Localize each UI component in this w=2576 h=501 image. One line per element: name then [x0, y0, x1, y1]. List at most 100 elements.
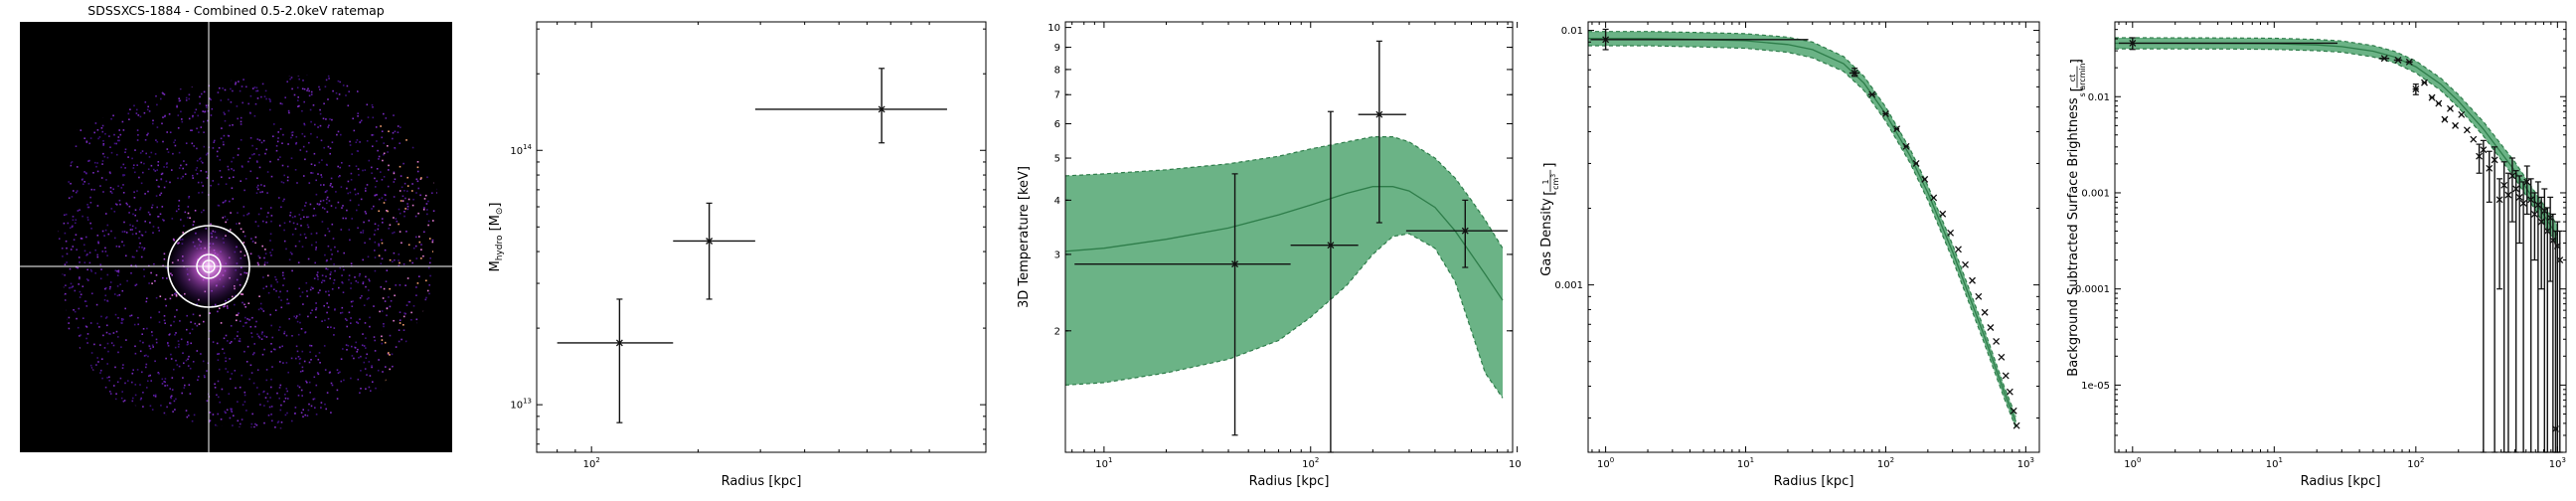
photon-pixel	[263, 185, 265, 187]
photon-pixel	[404, 312, 406, 315]
photon-pixel	[416, 166, 419, 169]
photon-pixel	[353, 357, 355, 360]
x-axis-label: Radius [kpc]	[2301, 474, 2381, 489]
photon-pixel	[341, 162, 343, 164]
photon-pixel	[321, 279, 324, 281]
photon-pixel	[151, 334, 154, 337]
photon-pixel	[183, 225, 185, 227]
photon-pixel	[377, 149, 379, 152]
photon-pixel	[131, 255, 134, 258]
photon-pixel	[397, 125, 400, 127]
photon-pixel	[267, 415, 270, 417]
photon-pixel	[127, 112, 130, 115]
y-axis-label-unit-subscript: ⊙	[495, 208, 505, 216]
photon-pixel	[246, 214, 248, 216]
photon-pixel	[204, 110, 207, 113]
photon-pixel	[315, 193, 318, 196]
photon-pixel	[111, 192, 113, 194]
photon-pixel	[288, 258, 291, 261]
photon-pixel	[243, 401, 246, 403]
photon-pixel	[352, 117, 354, 120]
photon-pixel	[91, 292, 93, 295]
photon-pixel	[303, 87, 306, 90]
x-tick-exponent: 1	[1108, 456, 1112, 464]
photon-pixel	[196, 167, 198, 169]
photon-pixel	[263, 263, 266, 266]
photon-pixel	[288, 221, 291, 223]
photon-pixel	[335, 191, 337, 193]
photon-pixel	[342, 217, 345, 220]
photon-pixel	[254, 242, 256, 245]
photon-pixel	[235, 387, 237, 390]
photon-pixel	[157, 372, 160, 374]
photon-pixel	[381, 197, 384, 199]
photon-pixel	[314, 214, 317, 217]
photon-pixel	[422, 209, 425, 211]
photon-pixel	[238, 147, 240, 150]
photon-pixel	[238, 81, 240, 83]
photon-pixel	[77, 326, 80, 329]
y-axis-label: 3D Temperature [keV]	[1017, 166, 1032, 308]
photon-pixel	[427, 200, 429, 203]
photon-pixel	[270, 220, 272, 223]
photon-pixel	[237, 335, 239, 337]
photon-pixel	[393, 231, 396, 234]
photon-pixel	[298, 386, 301, 389]
photon-pixel	[164, 381, 166, 384]
photon-pixel	[346, 325, 348, 328]
photon-pixel	[114, 366, 116, 369]
photon-pixel	[327, 145, 330, 148]
photon-pixel	[274, 275, 276, 278]
photon-pixel	[123, 231, 126, 233]
photon-pixel	[329, 277, 331, 279]
photon-pixel	[230, 325, 233, 327]
photon-pixel	[355, 165, 358, 167]
photon-pixel	[337, 130, 340, 133]
photon-pixel	[357, 192, 360, 195]
point-marker	[2129, 39, 2137, 47]
photon-pixel	[279, 290, 281, 293]
photon-pixel	[207, 110, 210, 112]
photon-pixel	[179, 320, 181, 322]
photon-pixel	[93, 343, 95, 346]
photon-pixel	[378, 198, 381, 201]
photon-pixel	[137, 316, 139, 319]
photon-pixel	[422, 254, 424, 257]
photon-pixel	[109, 172, 111, 175]
photon-pixel	[358, 204, 360, 207]
photon-pixel	[270, 350, 272, 353]
photon-pixel	[378, 155, 381, 158]
photon-pixel	[197, 181, 200, 184]
photon-pixel	[281, 164, 284, 167]
point-marker	[2480, 146, 2488, 154]
photon-pixel	[297, 395, 300, 397]
photon-pixel	[113, 142, 116, 145]
photon-pixel	[248, 157, 251, 159]
photon-pixel	[122, 364, 124, 366]
photon-pixel	[170, 324, 172, 327]
photon-pixel	[299, 371, 302, 373]
photon-pixel	[312, 172, 314, 174]
photon-pixel	[187, 343, 189, 345]
photon-pixel	[406, 205, 409, 208]
data-point	[754, 68, 947, 144]
photon-pixel	[150, 316, 152, 319]
photon-pixel	[134, 214, 136, 217]
photon-pixel	[368, 159, 371, 162]
photon-pixel	[182, 232, 184, 234]
photon-pixel	[357, 150, 360, 152]
photon-pixel	[247, 302, 250, 304]
photon-pixel	[271, 419, 273, 422]
photon-pixel	[117, 317, 119, 319]
point-marker	[1975, 292, 1983, 300]
photon-pixel	[265, 148, 267, 151]
photon-pixel	[283, 240, 286, 243]
photon-pixel	[431, 241, 434, 244]
photon-pixel	[406, 176, 408, 179]
photon-pixel	[404, 197, 406, 200]
photon-pixel	[235, 83, 237, 85]
photon-pixel	[384, 341, 387, 344]
plot-frame	[536, 21, 987, 453]
photon-pixel	[286, 176, 289, 179]
photon-pixel	[237, 212, 239, 214]
